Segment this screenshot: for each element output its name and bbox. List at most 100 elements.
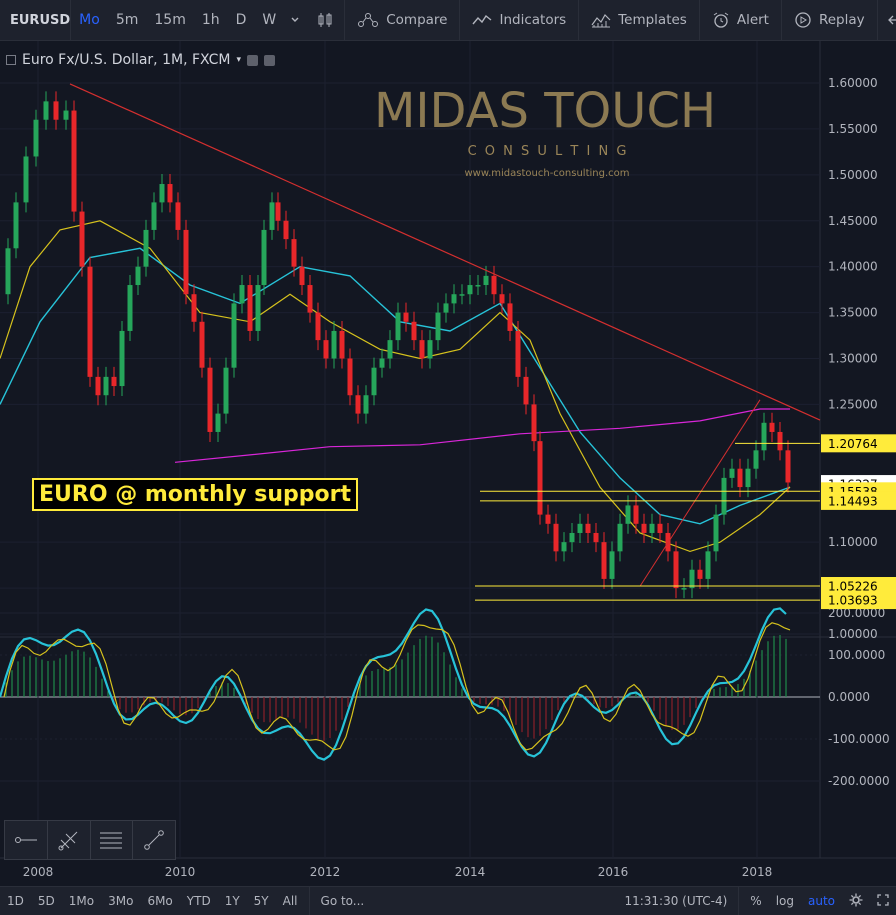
ma-magenta-line <box>174 408 790 463</box>
candle-body <box>231 303 237 368</box>
chart-canvas[interactable]: MIDAS TOUCH C O N S U L T I N G www.mida… <box>0 41 896 886</box>
candle-body <box>119 330 125 387</box>
price-tag-label: 1.05226 <box>828 580 878 594</box>
range-5y[interactable]: 5Y <box>253 894 269 908</box>
ma-cyan-line <box>0 247 791 525</box>
candle-body <box>419 340 425 359</box>
candle-body <box>531 404 537 442</box>
auto-toggle[interactable]: auto <box>807 894 835 908</box>
parallel-lines-tool[interactable] <box>91 821 134 859</box>
range-6mo[interactable]: 6Mo <box>147 894 173 908</box>
compare-button[interactable]: Compare <box>345 0 461 40</box>
candle-body <box>745 468 751 488</box>
compare-label: Compare <box>386 12 448 28</box>
candle-body <box>207 367 213 432</box>
candle-body <box>223 367 229 414</box>
range-3mo[interactable]: 3Mo <box>108 894 134 908</box>
fib-tool[interactable] <box>48 821 91 859</box>
candle-body <box>95 376 101 396</box>
timeframe-w[interactable]: W <box>262 12 277 28</box>
candle-body <box>379 358 385 368</box>
replay-button[interactable]: Replay <box>782 0 878 40</box>
range-5d[interactable]: 5D <box>37 894 55 908</box>
candle-body <box>13 202 19 249</box>
indicators-icon <box>472 14 492 25</box>
candle-body <box>175 202 181 230</box>
candle-body <box>23 156 29 203</box>
candle-body <box>5 248 11 295</box>
timeframe-mo[interactable]: Mo <box>79 12 100 28</box>
candle-body <box>673 551 679 589</box>
time-tick-label: 2018 <box>742 865 773 879</box>
timeframe-15m[interactable]: 15m <box>154 12 186 28</box>
fullscreen-button[interactable] <box>870 893 896 909</box>
trend-line-tool[interactable] <box>133 821 175 859</box>
timeframe-d[interactable]: D <box>235 12 247 28</box>
range-all[interactable]: All <box>282 894 298 908</box>
price-tag <box>821 577 896 596</box>
candle-body <box>159 184 165 203</box>
candle-body <box>111 376 117 387</box>
collapse-toggle[interactable] <box>6 55 16 65</box>
indicators-label: Indicators <box>499 12 567 28</box>
candle-body <box>681 588 687 590</box>
settings-button[interactable] <box>842 893 870 910</box>
price-tag <box>821 434 896 453</box>
chevron-down-icon[interactable]: ▾ <box>236 55 241 65</box>
range-1mo[interactable]: 1Mo <box>68 894 95 908</box>
candle-body <box>127 285 133 331</box>
candle-body <box>641 523 647 533</box>
range-1d[interactable]: 1D <box>7 894 24 908</box>
gear-icon[interactable] <box>263 54 275 66</box>
log-toggle[interactable]: log <box>775 894 794 908</box>
candle-body <box>33 119 39 157</box>
candle-body <box>451 294 457 304</box>
candle-body <box>459 294 465 296</box>
candle-body <box>523 376 529 405</box>
brand-subtitle: C O N S U L T I N G <box>468 144 629 159</box>
undo-button[interactable] <box>878 0 896 40</box>
resistance-trendline[interactable] <box>69 83 821 421</box>
candle-body <box>247 285 253 331</box>
trend-line-icon <box>144 830 164 850</box>
candle-body <box>537 441 543 515</box>
symbol-search[interactable]: EURUSD <box>0 0 72 40</box>
range-1y[interactable]: 1Y <box>224 894 240 908</box>
support-trendline[interactable] <box>639 399 761 587</box>
alarm-clock-icon <box>713 12 729 28</box>
candle-body <box>363 395 369 414</box>
candle-body <box>427 340 433 359</box>
percent-toggle[interactable]: % <box>750 894 762 908</box>
candle-body <box>299 266 305 286</box>
alert-button[interactable]: Alert <box>700 0 782 40</box>
candle-body <box>331 330 337 359</box>
time-tick-label: 2008 <box>23 865 54 879</box>
clock: 11:31:30 (UTC-4) <box>624 894 728 908</box>
candle-body <box>191 294 197 322</box>
eye-icon[interactable] <box>246 54 258 66</box>
legend-title: Euro Fx/U.S. Dollar, 1M, FXCM <box>22 52 231 68</box>
price-tick-label: 1.30000 <box>828 352 878 366</box>
annotation-banner[interactable]: EURO @ monthly support <box>32 478 359 511</box>
price-tick-label: 1.10000 <box>828 535 878 549</box>
timeframe-1h[interactable]: 1h <box>201 12 220 28</box>
candle-body <box>515 330 521 377</box>
timeframe-5m[interactable]: 5m <box>115 12 139 28</box>
candle-body <box>71 110 77 212</box>
goto-button[interactable]: Go to... <box>320 894 365 908</box>
candle-body <box>339 330 345 359</box>
divider <box>738 887 740 915</box>
candle-body <box>53 101 59 120</box>
candles-icon <box>318 13 332 27</box>
timeframe-dropdown[interactable] <box>284 0 306 40</box>
oscillator-tick-label: -100.0000 <box>828 732 890 746</box>
alert-label: Alert <box>736 12 769 28</box>
horizontal-ray-tool[interactable] <box>5 821 48 859</box>
indicators-button[interactable]: Indicators <box>460 0 580 40</box>
templates-button[interactable]: Templates <box>579 0 700 40</box>
chart-type-button[interactable] <box>306 0 346 40</box>
series-legend[interactable]: Euro Fx/U.S. Dollar, 1M, FXCM ▾ <box>6 52 275 68</box>
candle-body <box>577 523 583 533</box>
candle-body <box>269 202 275 230</box>
range-ytd[interactable]: YTD <box>186 894 211 908</box>
